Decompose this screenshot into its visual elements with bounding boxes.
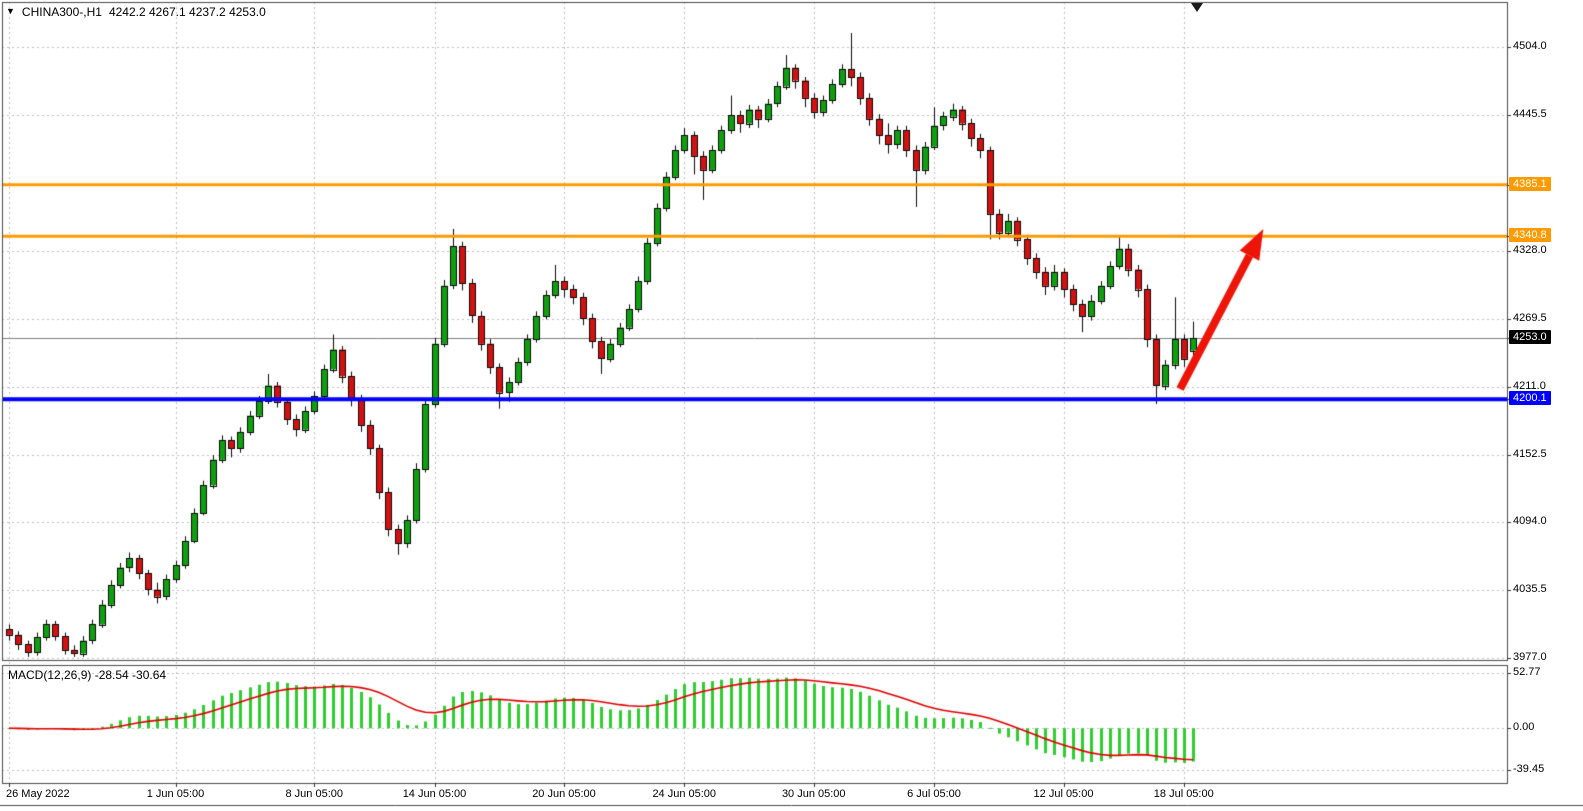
time-axis-label: 24 Jun 05:00 bbox=[652, 788, 717, 800]
price-level-badge: 4385.1 bbox=[1509, 176, 1551, 191]
price-axis-label: 4094.0 bbox=[1513, 515, 1547, 528]
time-axis[interactable]: 26 May 2022 1 Jun 05:00 8 Jun 05:00 14 Jun … bbox=[0, 784, 1508, 808]
symbol-header: ▼ CHINA300-,H1 4242.2 4267.1 4237.2 4253… bbox=[6, 5, 266, 19]
time-axis-label: 1 Jun 05:00 bbox=[146, 788, 205, 800]
price-axis-label: 4035.5 bbox=[1513, 583, 1547, 596]
price-axis-label: 4269.5 bbox=[1513, 311, 1547, 324]
macd-axis-label: -39.45 bbox=[1513, 762, 1545, 775]
macd-axis-label: 0.00 bbox=[1513, 721, 1535, 734]
time-axis-label: 6 Jul 05:00 bbox=[907, 788, 961, 800]
time-axis-label: 8 Jun 05:00 bbox=[285, 788, 344, 800]
price-axis-label: 3977.0 bbox=[1513, 651, 1547, 664]
price-axis-label: 4504.0 bbox=[1513, 39, 1547, 52]
price-level-badge: 4253.0 bbox=[1509, 329, 1551, 344]
macd-axis-label: 52.77 bbox=[1513, 665, 1541, 678]
chart-shift-marker-icon bbox=[1191, 3, 1203, 12]
time-axis-label: 30 Jun 05:00 bbox=[781, 788, 846, 800]
price-axis-label: 4152.5 bbox=[1513, 447, 1547, 460]
price-axis[interactable]: 4504.0 4445.5 4385.1 4340.8 4328.0 4269.5 4253… bbox=[1508, 0, 1583, 811]
price-level-badge: 4200.1 bbox=[1509, 391, 1551, 406]
macd-indicator-label: MACD(12,26,9) -28.54 -30.64 bbox=[8, 668, 167, 682]
price-axis-label: 4445.5 bbox=[1513, 107, 1547, 120]
price-axis-label: 4211.0 bbox=[1513, 379, 1546, 392]
time-axis-label: 26 May 2022 bbox=[6, 788, 70, 800]
time-axis-label: 12 Jul 05:00 bbox=[1033, 788, 1094, 800]
ohlc-values: 4242.2 4267.1 4237.2 4253.0 bbox=[108, 5, 266, 19]
symbol-dropdown-icon: ▼ bbox=[6, 5, 15, 16]
time-axis-label: 18 Jul 05:00 bbox=[1153, 788, 1214, 800]
time-axis-label: 14 Jun 05:00 bbox=[402, 788, 467, 800]
price-level-badge: 4340.8 bbox=[1509, 228, 1551, 243]
price-axis-label: 4328.0 bbox=[1513, 243, 1547, 256]
time-axis-label: 20 Jun 05:00 bbox=[532, 788, 596, 800]
symbol-timeframe-label: CHINA300-,H1 bbox=[21, 5, 102, 19]
